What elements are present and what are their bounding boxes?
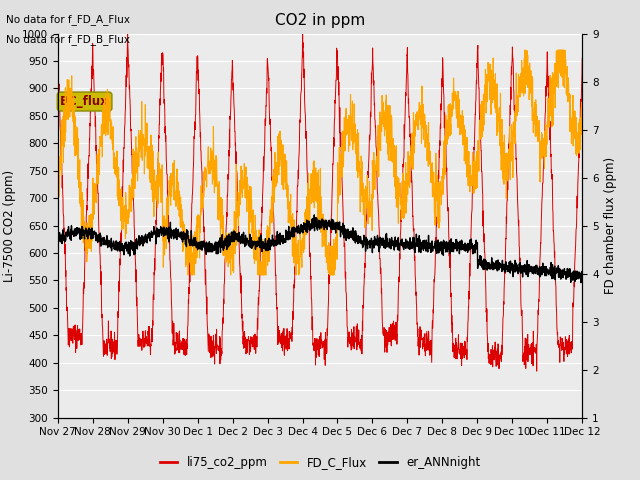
Y-axis label: Li-7500 CO2 (ppm): Li-7500 CO2 (ppm) bbox=[3, 169, 16, 282]
Text: BC_flux: BC_flux bbox=[60, 95, 109, 108]
Title: CO2 in ppm: CO2 in ppm bbox=[275, 13, 365, 28]
Text: No data for f_FD_A_Flux: No data for f_FD_A_Flux bbox=[6, 14, 131, 25]
Legend: li75_co2_ppm, FD_C_Flux, er_ANNnight: li75_co2_ppm, FD_C_Flux, er_ANNnight bbox=[155, 452, 485, 474]
Text: No data for f_FD_B_Flux: No data for f_FD_B_Flux bbox=[6, 34, 131, 45]
Y-axis label: FD chamber flux (ppm): FD chamber flux (ppm) bbox=[604, 157, 618, 294]
